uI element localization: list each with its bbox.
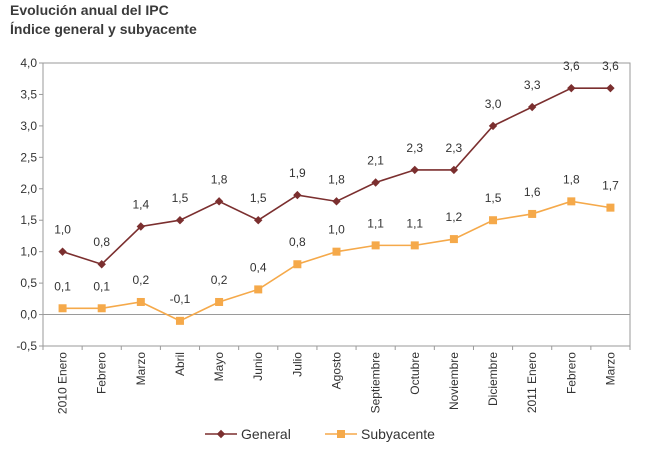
data-label-general: 1,8: [328, 172, 345, 186]
data-point-subyacente: [254, 285, 263, 294]
data-label-subyacente: 0,1: [93, 279, 110, 293]
data-point-subyacente: [371, 241, 380, 250]
data-point-general: [175, 216, 185, 225]
data-label-general: 3,6: [563, 59, 580, 73]
data-point-subyacente: [58, 304, 67, 313]
data-point-general: [488, 121, 498, 131]
data-label-general: 2,3: [406, 141, 423, 155]
x-tick-label: Diciembre: [486, 352, 500, 406]
data-label-subyacente: 1,0: [328, 223, 345, 237]
y-tick-label: 1,5: [20, 213, 37, 227]
data-label-subyacente: 1,8: [563, 172, 580, 186]
x-tick-label: Noviembre: [447, 352, 461, 410]
legend-label-subyacente: Subyacente: [361, 426, 435, 442]
data-point-subyacente: [215, 297, 224, 306]
x-tick-label: Junio: [251, 352, 265, 381]
data-point-general: [254, 216, 263, 225]
data-point-general: [567, 83, 576, 93]
x-tick-label: 2011 Enero: [525, 352, 539, 413]
x-tick-label: Agosto: [330, 352, 344, 390]
plot-frame: [42, 62, 631, 347]
data-label-general: 1,0: [54, 223, 71, 237]
data-point-general: [371, 178, 380, 187]
data-label-subyacente: 0,2: [211, 273, 228, 287]
data-point-subyacente: [606, 203, 615, 212]
data-point-general: [293, 190, 302, 200]
legend-marker-general: [216, 429, 226, 439]
data-label-subyacente: 0,1: [54, 279, 71, 293]
data-point-general: [136, 222, 146, 231]
chart-subtitle: Índice general y subyacente: [10, 21, 197, 37]
data-label-general: 3,3: [524, 78, 541, 92]
data-label-subyacente: 1,2: [446, 210, 463, 224]
data-label-subyacente: 1,5: [485, 191, 502, 205]
x-tick-label: Marzo: [603, 352, 617, 386]
y-tick-label: 0,0: [20, 308, 37, 322]
data-point-general: [410, 165, 419, 175]
data-point-subyacente: [567, 197, 576, 206]
y-tick-label: 3,5: [20, 87, 37, 101]
x-tick-label: Septiembre: [369, 352, 383, 414]
data-point-subyacente: [528, 209, 537, 218]
data-label-general: 1,8: [211, 172, 228, 186]
data-label-subyacente: 1,1: [406, 216, 423, 230]
data-label-subyacente: 1,7: [602, 179, 619, 193]
data-point-subyacente: [449, 235, 458, 244]
x-tick-label: Octubre: [408, 352, 422, 395]
legend-label-general: General: [241, 426, 291, 442]
y-tick-label: 4,0: [20, 56, 37, 70]
data-label-subyacente: -0,1: [170, 292, 191, 306]
data-label-general: 0,8: [93, 235, 110, 249]
y-tick-label: 3,0: [20, 119, 37, 133]
chart-title-block: Evolución anual del IPC Índice general y…: [10, 1, 197, 39]
x-tick-label: Febrero: [95, 352, 109, 394]
data-point-subyacente: [489, 216, 498, 225]
data-label-general: 1,5: [172, 191, 189, 205]
data-label-subyacente: 0,8: [289, 235, 306, 249]
data-label-general: 1,4: [132, 198, 149, 212]
chart-title: Evolución anual del IPC: [10, 2, 169, 18]
data-label-subyacente: 0,4: [250, 260, 267, 274]
data-label-general: 3,6: [602, 59, 619, 73]
x-tick-label: Julio: [290, 352, 304, 377]
data-point-general: [97, 260, 106, 269]
x-tick-label: 2010 Enero: [56, 352, 70, 414]
x-tick-label: Febrero: [564, 352, 578, 394]
y-tick-label: 0,5: [20, 276, 37, 290]
data-point-subyacente: [175, 316, 184, 325]
data-point-subyacente: [136, 297, 145, 306]
data-point-general: [527, 102, 537, 112]
data-label-general: 2,3: [446, 141, 463, 155]
y-tick-label: 1,0: [20, 245, 37, 259]
x-tick-label: Abril: [173, 352, 187, 376]
data-point-subyacente: [410, 241, 419, 250]
data-label-subyacente: 0,2: [132, 273, 149, 287]
data-label-subyacente: 1,6: [524, 185, 541, 199]
data-point-subyacente: [293, 260, 302, 269]
x-tick-label: Marzo: [134, 352, 148, 386]
data-point-general: [606, 83, 615, 93]
data-point-subyacente: [332, 247, 341, 256]
data-label-subyacente: 1,1: [367, 216, 384, 230]
legend-marker-subyacente: [337, 430, 345, 438]
data-label-general: 1,5: [250, 191, 267, 205]
data-label-general: 3,0: [485, 97, 502, 111]
y-tick-label: 2,0: [20, 182, 37, 196]
y-tick-label: 2,5: [20, 150, 37, 164]
data-label-general: 1,9: [289, 166, 306, 180]
data-point-general: [332, 197, 341, 206]
y-tick-label: -0,5: [16, 339, 37, 353]
x-tick-label: Mayo: [212, 352, 226, 382]
data-label-general: 2,1: [367, 153, 384, 167]
data-point-general: [58, 247, 67, 256]
data-point-general: [449, 165, 459, 175]
data-point-general: [214, 197, 224, 206]
data-point-subyacente: [97, 304, 106, 313]
